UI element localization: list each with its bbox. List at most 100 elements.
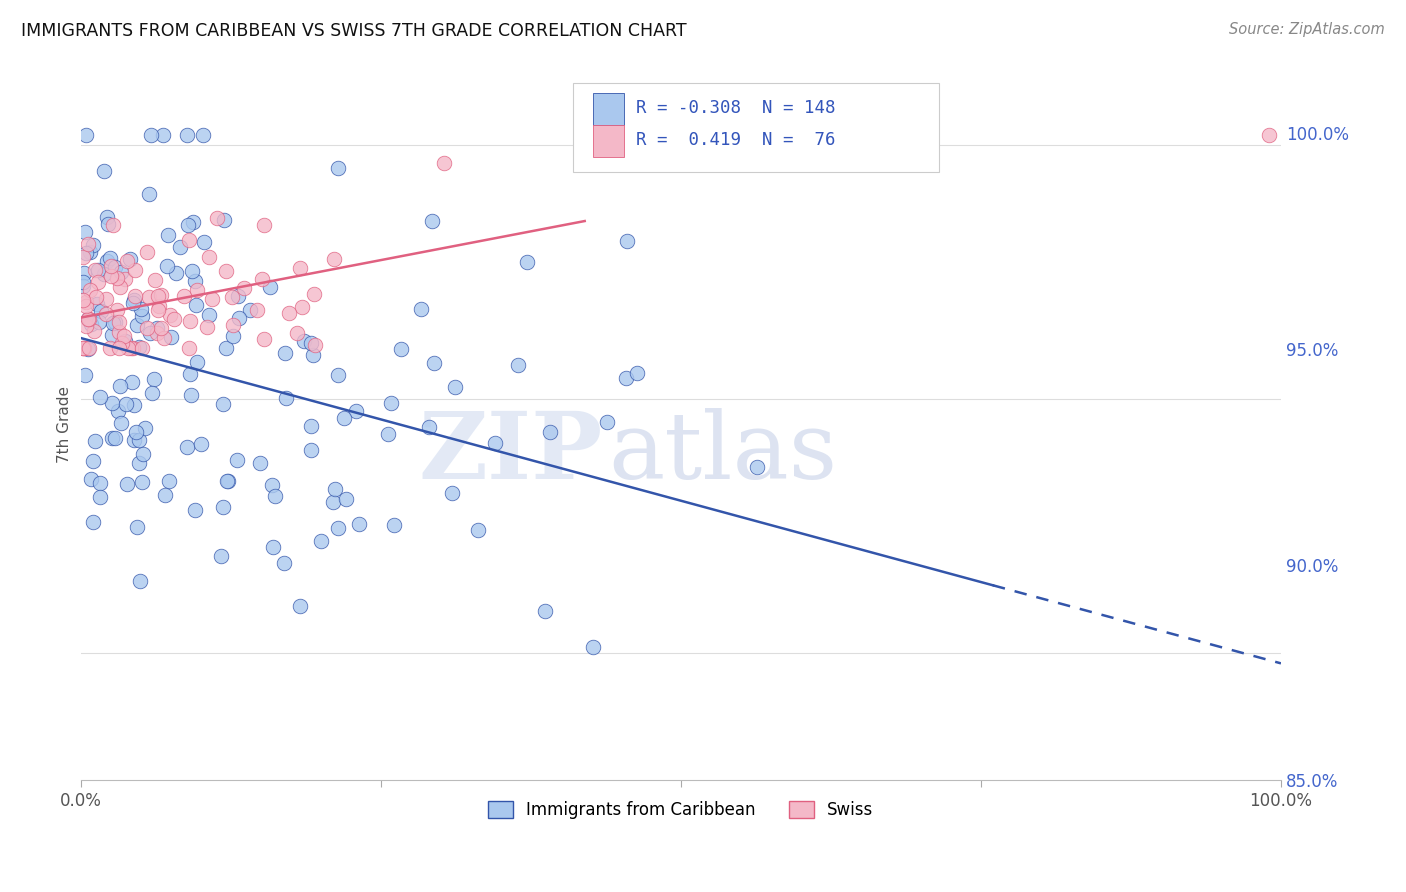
Point <box>108 341 131 355</box>
Point <box>104 315 127 329</box>
Point <box>103 432 125 446</box>
Point <box>124 434 146 448</box>
Point <box>217 474 239 488</box>
Point <box>323 252 346 266</box>
Point <box>115 254 138 268</box>
Point <box>77 312 100 326</box>
Point <box>93 164 115 178</box>
Point <box>89 491 111 505</box>
Point <box>84 263 107 277</box>
Text: R =  0.419  N =  76: R = 0.419 N = 76 <box>637 131 835 149</box>
Point <box>233 281 256 295</box>
Point <box>114 397 136 411</box>
Y-axis label: 7th Grade: 7th Grade <box>58 386 72 463</box>
Point <box>129 574 152 588</box>
Point <box>377 427 399 442</box>
Point <box>157 474 180 488</box>
Point <box>299 443 322 458</box>
Point <box>139 326 162 340</box>
Point <box>264 489 287 503</box>
Point <box>467 523 489 537</box>
Point <box>159 308 181 322</box>
Point <box>193 235 215 249</box>
Point <box>226 453 249 467</box>
Point <box>533 604 555 618</box>
Point <box>80 472 103 486</box>
Point <box>173 289 195 303</box>
Point <box>75 246 97 260</box>
Point <box>136 245 159 260</box>
Point <box>83 324 105 338</box>
Point <box>333 410 356 425</box>
Point <box>205 211 228 225</box>
Point <box>136 321 159 335</box>
Point <box>121 295 143 310</box>
Text: ZIP: ZIP <box>419 408 603 498</box>
Point <box>156 227 179 242</box>
Point <box>328 368 350 382</box>
Point <box>176 440 198 454</box>
Point <box>138 187 160 202</box>
Point <box>127 520 149 534</box>
Point <box>82 454 104 468</box>
Point <box>118 252 141 266</box>
Text: IMMIGRANTS FROM CARIBBEAN VS SWISS 7TH GRADE CORRELATION CHART: IMMIGRANTS FROM CARIBBEAN VS SWISS 7TH G… <box>21 22 686 40</box>
Point <box>87 263 110 277</box>
Point <box>183 503 205 517</box>
Point <box>322 495 344 509</box>
FancyBboxPatch shape <box>593 126 624 158</box>
Point <box>153 331 176 345</box>
Point <box>132 447 155 461</box>
Point <box>101 218 124 232</box>
Point <box>139 128 162 142</box>
Point <box>80 317 103 331</box>
Point <box>149 320 172 334</box>
Point <box>101 432 124 446</box>
Point <box>149 288 172 302</box>
Point <box>146 326 169 340</box>
Point <box>197 320 219 334</box>
Point <box>328 521 350 535</box>
Point <box>335 491 357 506</box>
Point <box>508 358 530 372</box>
Point <box>124 263 146 277</box>
Point <box>302 348 325 362</box>
Point <box>290 261 312 276</box>
Point <box>582 640 605 654</box>
Point <box>177 341 200 355</box>
Point <box>96 254 118 268</box>
Point <box>191 128 214 142</box>
Point <box>98 252 121 266</box>
Point <box>122 341 145 355</box>
Point <box>75 295 97 310</box>
Point <box>423 356 446 370</box>
Point <box>299 335 322 350</box>
Point <box>79 245 101 260</box>
Point <box>131 341 153 355</box>
Point <box>181 264 204 278</box>
Point <box>75 368 97 382</box>
Point <box>148 302 170 317</box>
Point <box>409 302 432 317</box>
Point <box>299 418 322 433</box>
Point <box>108 280 131 294</box>
Point <box>77 312 100 326</box>
Point <box>285 326 308 340</box>
Point <box>82 238 104 252</box>
Point <box>72 341 94 355</box>
Point <box>138 290 160 304</box>
Point <box>146 321 169 335</box>
Text: R = -0.308  N = 148: R = -0.308 N = 148 <box>637 99 835 117</box>
Point <box>349 517 371 532</box>
Point <box>239 303 262 318</box>
Point <box>274 391 297 405</box>
Point <box>304 338 326 352</box>
Point <box>124 289 146 303</box>
Point <box>121 375 143 389</box>
Point <box>184 298 207 312</box>
Point <box>134 421 156 435</box>
Point <box>291 300 314 314</box>
Point <box>125 425 148 440</box>
Point <box>304 287 326 301</box>
Point <box>110 416 132 430</box>
